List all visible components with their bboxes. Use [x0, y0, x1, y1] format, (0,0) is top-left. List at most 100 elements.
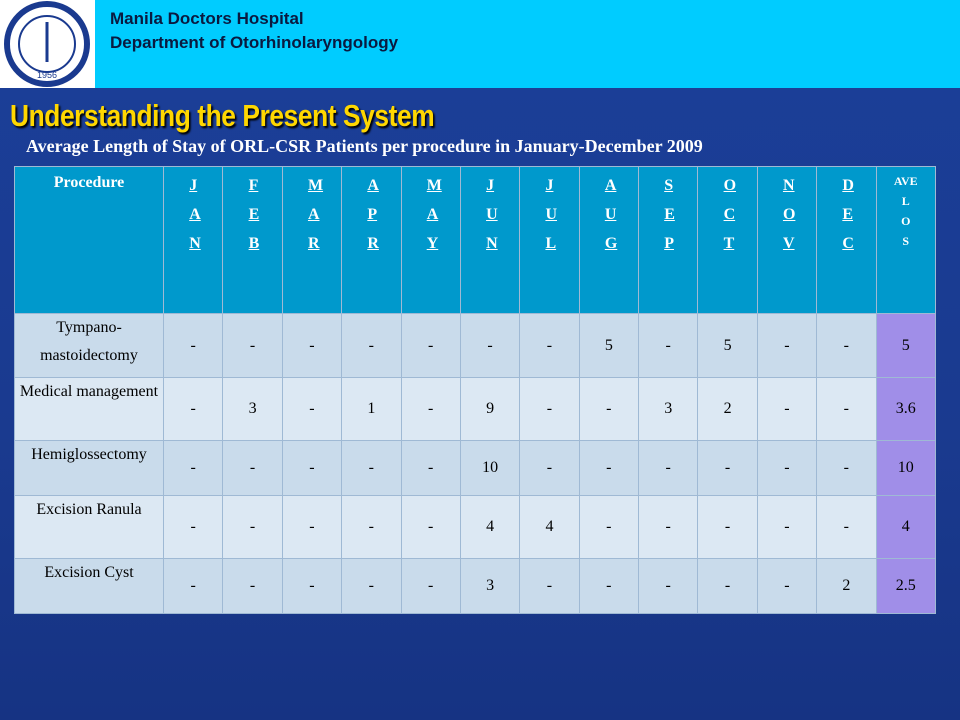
value-cell: -: [578, 440, 640, 496]
table-row: Medical management -3-1-9- -3 2- -3.6: [14, 377, 936, 441]
column-header: DEC: [842, 177, 854, 252]
column-header: FEB: [248, 177, 260, 252]
column-header: Procedure: [53, 174, 125, 191]
value-cell: -: [637, 440, 699, 496]
value-cell: -: [341, 313, 402, 378]
value-cell: -: [756, 313, 818, 378]
value-cell: 4: [459, 495, 521, 559]
value-cell: 2: [816, 558, 877, 614]
value-cell: -: [162, 440, 224, 496]
value-cell: 3: [459, 558, 521, 614]
header-cell: MAY: [400, 166, 461, 314]
value-cell: -: [519, 440, 580, 496]
value-cell: -: [400, 313, 461, 378]
los-table: Procedure JAN FEB MAR APR MAY JUN JUL AUG SEP OCT N…: [14, 166, 936, 614]
column-header: L: [901, 194, 910, 208]
org-name: Manila Doctors Hospital: [110, 9, 304, 28]
value-cell: -: [756, 558, 818, 614]
value-cell: -: [816, 313, 877, 378]
value-cell: -: [281, 377, 343, 441]
value-cell: 3: [222, 377, 283, 441]
value-cell: -: [162, 313, 224, 378]
table-row: Excision Cyst - - - - -3- - - - -2 2.5: [14, 558, 936, 614]
value-cell: -: [459, 313, 521, 378]
header-cell: Procedure: [14, 166, 164, 314]
value-cell: 2.5: [875, 558, 936, 614]
value-cell: -: [637, 313, 699, 378]
value-cell: 4: [875, 495, 936, 559]
slide-title: Understanding the Present System: [10, 98, 435, 133]
value-cell: -: [400, 558, 461, 614]
logo-year: 1956: [37, 70, 57, 80]
column-header: MAY: [426, 177, 442, 252]
department: Department of Otorhinolaryngology: [110, 33, 399, 52]
value-cell: -: [816, 377, 877, 441]
table-row: Hemiglossectomy - - - - -10- - - - - -10: [14, 440, 936, 496]
column-header: OCT: [723, 177, 737, 252]
value-cell: -: [341, 440, 402, 496]
value-cell: -: [281, 440, 343, 496]
header-cell: SEP: [637, 166, 699, 314]
value-cell: -: [341, 495, 402, 559]
value-cell: -: [578, 377, 640, 441]
value-cell: -: [697, 440, 758, 496]
value-cell: 5: [697, 313, 758, 378]
value-cell: 4: [519, 495, 580, 559]
column-header: JAN: [189, 177, 201, 252]
header-cell: NOV: [756, 166, 818, 314]
value-cell: -: [222, 313, 283, 378]
value-cell: -: [222, 440, 283, 496]
column-header: SEP: [664, 177, 675, 252]
header-cell: AVE L O S: [875, 166, 936, 314]
value-cell: -: [756, 377, 818, 441]
column-header: S: [902, 234, 910, 248]
column-header: NOV: [782, 177, 796, 252]
column-header: MAR: [307, 177, 324, 252]
value-cell: 1: [341, 377, 402, 441]
value-cell: -: [162, 495, 224, 559]
value-cell: -: [697, 495, 758, 559]
value-cell: 9: [459, 377, 521, 441]
header-cell: JAN: [162, 166, 224, 314]
value-cell: -: [756, 495, 818, 559]
header-cell: DEC: [816, 166, 877, 314]
column-header: O: [901, 214, 911, 228]
procedure-cell: Hemiglossectomy: [14, 440, 164, 496]
value-cell: -: [519, 558, 580, 614]
header-row: Procedure JAN FEB MAR APR MAY JUN JUL AUG SEP OCT N…: [14, 166, 936, 314]
table-row: Excision Ranula - - - - -4 4- - - - -4: [14, 495, 936, 559]
value-cell: -: [400, 377, 461, 441]
value-cell: 3: [637, 377, 699, 441]
value-cell: 2: [697, 377, 758, 441]
value-cell: -: [519, 313, 580, 378]
procedure-cell: Excision Cyst: [14, 558, 164, 614]
subtitle: Average Length of Stay of ORL-CSR Patien…: [26, 136, 703, 156]
value-cell: -: [578, 558, 640, 614]
value-cell: -: [400, 440, 461, 496]
value-cell: -: [222, 495, 283, 559]
header-cell: MAR: [281, 166, 343, 314]
value-cell: -: [697, 558, 758, 614]
value-cell: -: [756, 440, 818, 496]
value-cell: -: [400, 495, 461, 559]
value-cell: -: [222, 558, 283, 614]
value-cell: 5: [578, 313, 640, 378]
value-cell: -: [519, 377, 580, 441]
header-cell: JUN: [459, 166, 521, 314]
value-cell: 3.6: [875, 377, 936, 441]
logo-inner: [18, 15, 76, 73]
header-cell: JUL: [519, 166, 580, 314]
value-cell: -: [281, 495, 343, 559]
value-cell: -: [162, 377, 224, 441]
banner: [95, 0, 960, 88]
value-cell: -: [816, 495, 877, 559]
column-header: JUN: [486, 177, 498, 252]
procedure-cell: Excision Ranula: [14, 495, 164, 559]
value-cell: -: [281, 313, 343, 378]
value-cell: -: [578, 495, 640, 559]
header-cell: FEB: [222, 166, 283, 314]
table-row: Tympano-mastoidectomy - - - - - - -5-5- -5: [14, 313, 936, 378]
value-cell: -: [637, 495, 699, 559]
value-cell: -: [341, 558, 402, 614]
